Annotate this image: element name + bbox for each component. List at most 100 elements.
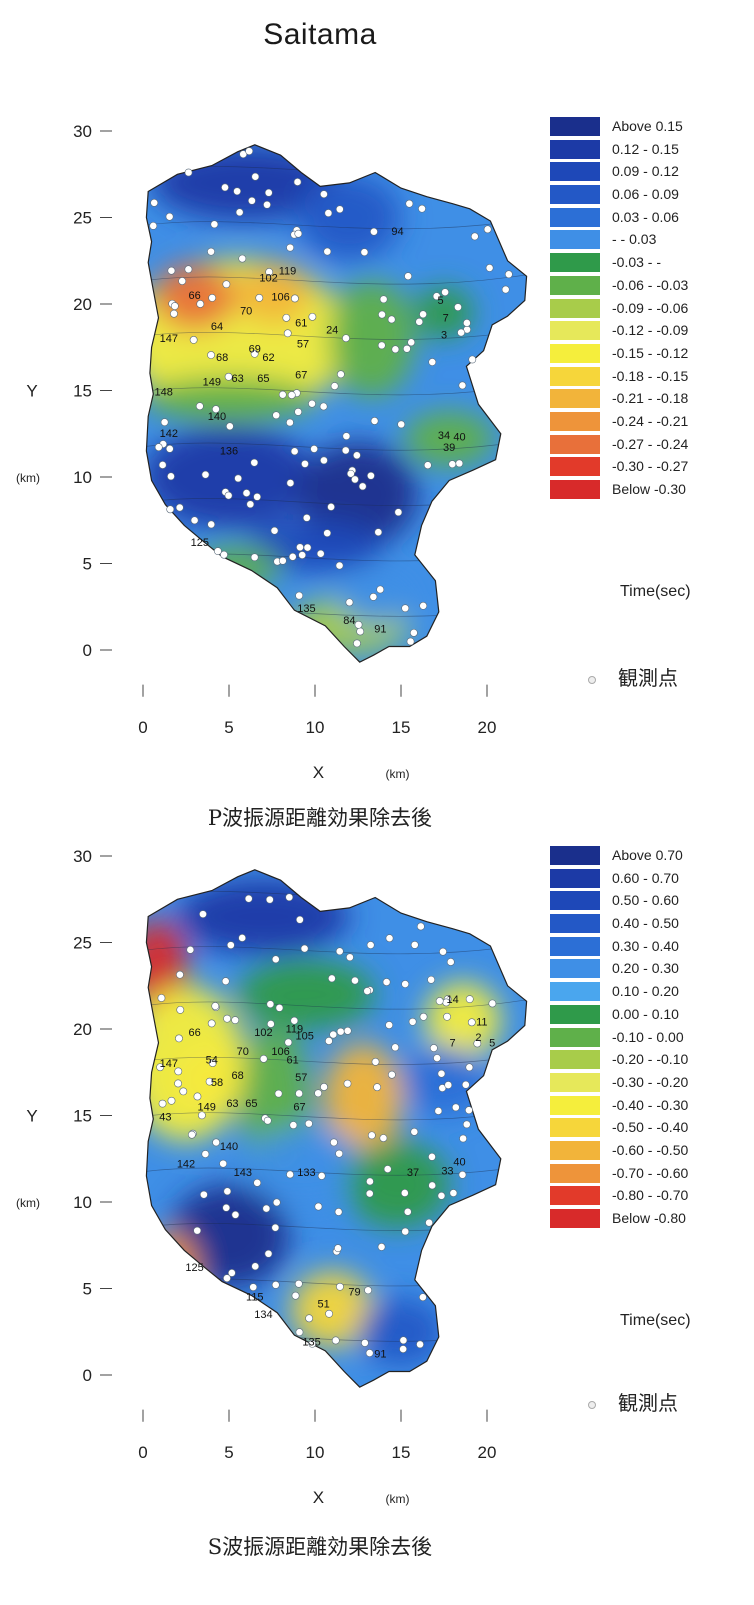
station-legend: 観測点: [588, 1387, 678, 1416]
legend-label: 0.12 - 0.15: [612, 140, 679, 157]
station-dot: [207, 351, 215, 359]
station-dot: [210, 220, 219, 229]
station-dot: [251, 172, 260, 181]
station-label: 125: [185, 1262, 203, 1274]
station-dot: [320, 456, 328, 465]
legend-item: -0.24 - -0.21: [550, 411, 750, 434]
station-label: 147: [160, 1058, 178, 1070]
station-dot: [382, 978, 391, 986]
station-dot: [419, 310, 427, 319]
legend-swatch: [550, 139, 600, 159]
region-outline: [145, 869, 528, 1388]
station-dot: [383, 1165, 392, 1173]
station-dot: [391, 1043, 400, 1052]
station-dot: [265, 268, 274, 276]
station-dot: [251, 1262, 260, 1271]
station-dot: [275, 1003, 284, 1012]
station-dot: [310, 445, 319, 453]
station-dot: [295, 591, 304, 600]
station-label: 136: [220, 446, 238, 458]
legend-item: -0.21 - -0.18: [550, 388, 750, 411]
x-axis-unit: (km): [386, 767, 410, 781]
legend-item: -0.09 - -0.06: [550, 298, 750, 321]
contour-field: [146, 144, 527, 663]
legend-item: -0.15 - -0.12: [550, 343, 750, 366]
station-dot: [170, 309, 178, 318]
legend-item: -0.10 - 0.00: [550, 1027, 750, 1050]
legend-label: -0.09 - -0.06: [612, 299, 689, 316]
station-dot: [343, 1026, 352, 1035]
p-wave-panel: 66 102 106 119 70 64 147 68 69 62 61 57 65 63 67 149 148…: [0, 90, 754, 880]
station-dot: [365, 1349, 374, 1357]
station-label: 3: [441, 330, 447, 342]
station-dot: [308, 399, 316, 408]
station-legend: 観測点: [588, 662, 678, 691]
legend-item: 0.30 - 0.40: [550, 936, 750, 959]
station-points: [149, 147, 513, 648]
station-dot: [266, 1020, 275, 1028]
contour-zone: [146, 985, 247, 1142]
station-dot: [305, 1314, 314, 1323]
station-dot: [201, 470, 210, 479]
station-dot: [319, 402, 328, 411]
station-label: 125: [191, 537, 209, 549]
station-dot: [300, 944, 309, 953]
station-dot: [468, 355, 477, 364]
station-dot: [303, 543, 312, 552]
s-wave-legend: Above 0.70 0.60 - 0.70 0.50 - 0.60 0.40 - 0…: [550, 845, 750, 1231]
station-dot: [336, 370, 345, 379]
legend-item: 0.10 - 0.20: [550, 981, 750, 1004]
y-axis-label: Y: [26, 1107, 37, 1126]
legend-label: 0.60 - 0.70: [612, 869, 679, 886]
station-dot: [207, 520, 216, 529]
station-dot: [470, 232, 479, 241]
station-dot: [187, 1130, 196, 1139]
station-label: 66: [188, 290, 200, 302]
x-tick-label: 20: [478, 1443, 497, 1462]
y-tick-label: 30: [73, 122, 92, 141]
station-dot: [295, 1328, 304, 1337]
station-dot: [287, 391, 296, 399]
x-tick-label: 5: [224, 718, 233, 737]
contour-zone: [297, 442, 419, 547]
station-label: 68: [216, 352, 228, 364]
p-wave-caption: P波振源距離効果除去後: [207, 806, 433, 830]
station-dot: [377, 341, 386, 350]
station-dot: [434, 1107, 443, 1115]
station-dot: [314, 1202, 323, 1211]
contour-field: [146, 869, 527, 1388]
station-dot: [272, 411, 281, 420]
station-dot: [379, 295, 388, 304]
legend-label: 0.20 - 0.30: [612, 960, 679, 977]
station-dot: [335, 1149, 344, 1158]
station-label: 65: [245, 1098, 257, 1110]
p-wave-legend: Above 0.15 0.12 - 0.15 0.09 - 0.12 0.06 - 0…: [550, 116, 750, 502]
legend-swatch: [550, 457, 600, 477]
station-dot: [157, 994, 166, 1002]
legend-label: -0.30 - -0.27: [612, 458, 689, 475]
contour-line: [146, 1163, 527, 1176]
station-label: 149: [197, 1101, 215, 1113]
station-dot: [429, 1044, 438, 1052]
station-dot: [246, 500, 255, 509]
station-dot: [259, 1054, 268, 1063]
station-dot: [274, 1089, 283, 1098]
station-dot: [385, 1021, 394, 1029]
station-label: 84: [343, 615, 355, 627]
station-dot: [448, 460, 457, 469]
station-dot: [314, 1089, 323, 1098]
station-dot: [455, 459, 464, 468]
legend-unit: Time(sec): [620, 583, 691, 600]
y-tick-label: 20: [73, 295, 92, 314]
y-tick-label: 20: [73, 1020, 92, 1039]
station-dot: [443, 1012, 451, 1021]
station-dot: [196, 300, 205, 308]
station-label: 5: [489, 1037, 495, 1049]
station-dot: [401, 604, 410, 613]
station-dot: [465, 995, 474, 1004]
station-dot: [179, 1087, 188, 1096]
station-dot: [501, 285, 510, 294]
station-dot: [301, 459, 309, 468]
station-dot: [221, 183, 229, 192]
station-dot: [176, 970, 184, 979]
